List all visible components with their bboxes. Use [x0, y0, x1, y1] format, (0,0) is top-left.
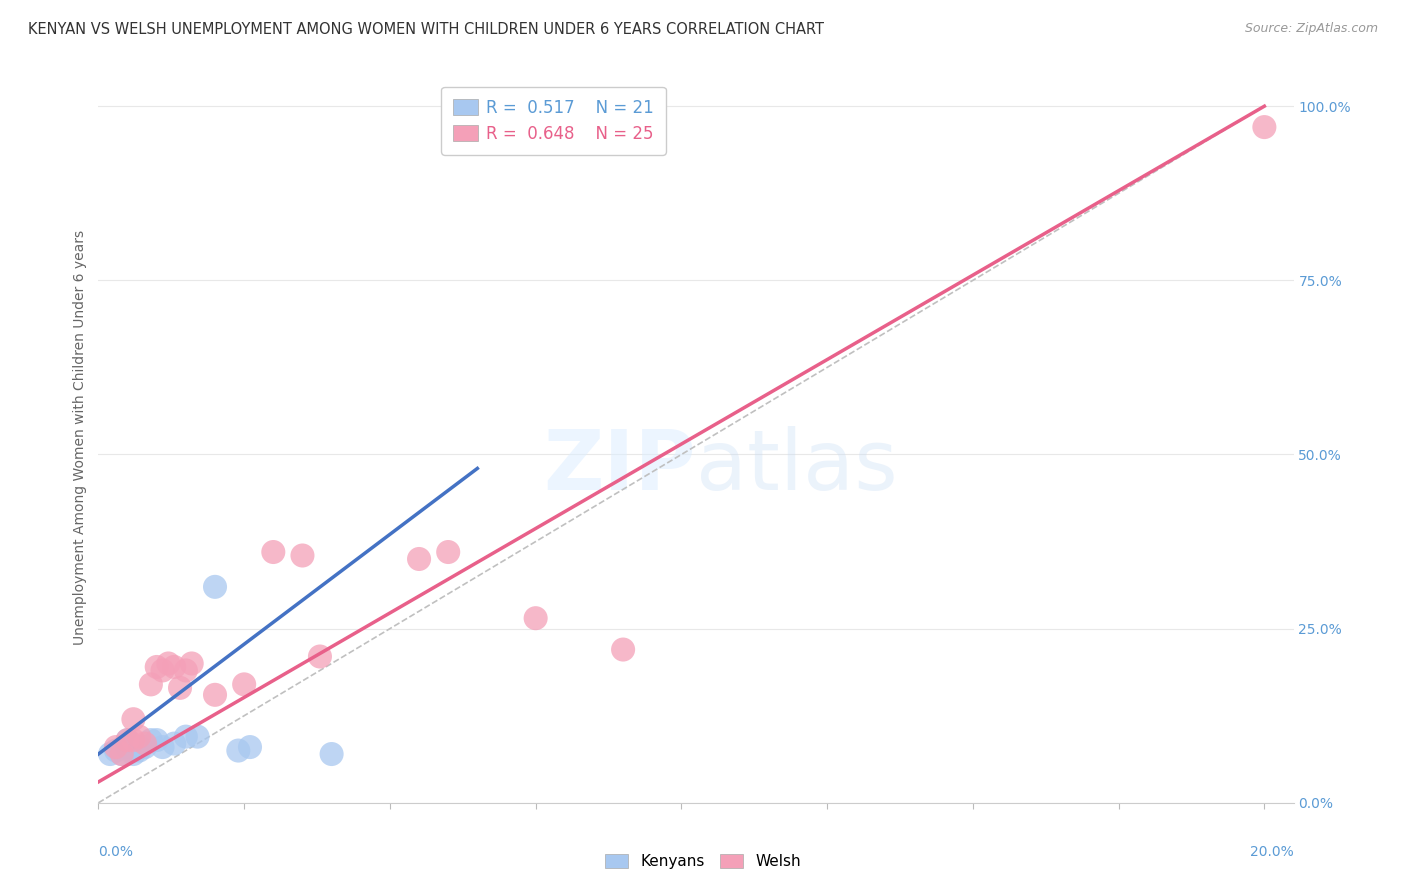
Point: [163, 660, 186, 674]
Point: [104, 740, 127, 755]
Point: [122, 712, 145, 726]
Legend: Kenyans, Welsh: Kenyans, Welsh: [599, 847, 807, 875]
Point: [134, 740, 156, 755]
Point: [437, 545, 460, 559]
Point: [1253, 120, 1275, 134]
Point: [128, 740, 150, 755]
Point: [408, 552, 430, 566]
Legend: R =  0.517    N = 21, R =  0.648    N = 25: R = 0.517 N = 21, R = 0.648 N = 25: [441, 87, 666, 154]
Point: [122, 747, 145, 761]
Text: Source: ZipAtlas.com: Source: ZipAtlas.com: [1244, 22, 1378, 36]
Point: [117, 740, 139, 755]
Point: [309, 649, 332, 664]
Point: [204, 580, 226, 594]
Point: [98, 747, 121, 761]
Point: [186, 730, 208, 744]
Text: 20.0%: 20.0%: [1250, 845, 1294, 859]
Point: [104, 743, 127, 757]
Point: [128, 730, 150, 744]
Point: [612, 642, 634, 657]
Point: [122, 733, 145, 747]
Point: [139, 677, 162, 691]
Point: [163, 737, 186, 751]
Point: [145, 660, 167, 674]
Text: 0.0%: 0.0%: [98, 845, 134, 859]
Point: [111, 747, 134, 761]
Point: [174, 664, 197, 678]
Point: [145, 733, 167, 747]
Point: [262, 545, 284, 559]
Point: [122, 743, 145, 757]
Point: [152, 740, 174, 755]
Point: [204, 688, 226, 702]
Point: [239, 740, 262, 755]
Point: [174, 730, 197, 744]
Point: [180, 657, 202, 671]
Point: [233, 677, 256, 691]
Text: KENYAN VS WELSH UNEMPLOYMENT AMONG WOMEN WITH CHILDREN UNDER 6 YEARS CORRELATION: KENYAN VS WELSH UNEMPLOYMENT AMONG WOMEN…: [28, 22, 824, 37]
Point: [291, 549, 314, 563]
Point: [117, 733, 139, 747]
Point: [157, 657, 180, 671]
Point: [128, 743, 150, 757]
Point: [117, 733, 139, 747]
Y-axis label: Unemployment Among Women with Children Under 6 years: Unemployment Among Women with Children U…: [73, 229, 87, 645]
Point: [524, 611, 547, 625]
Point: [321, 747, 343, 761]
Point: [169, 681, 191, 695]
Point: [467, 120, 489, 134]
Text: ZIP: ZIP: [544, 425, 696, 507]
Text: atlas: atlas: [696, 425, 897, 507]
Point: [111, 747, 134, 761]
Point: [152, 664, 174, 678]
Point: [139, 733, 162, 747]
Point: [134, 737, 156, 751]
Point: [228, 743, 250, 757]
